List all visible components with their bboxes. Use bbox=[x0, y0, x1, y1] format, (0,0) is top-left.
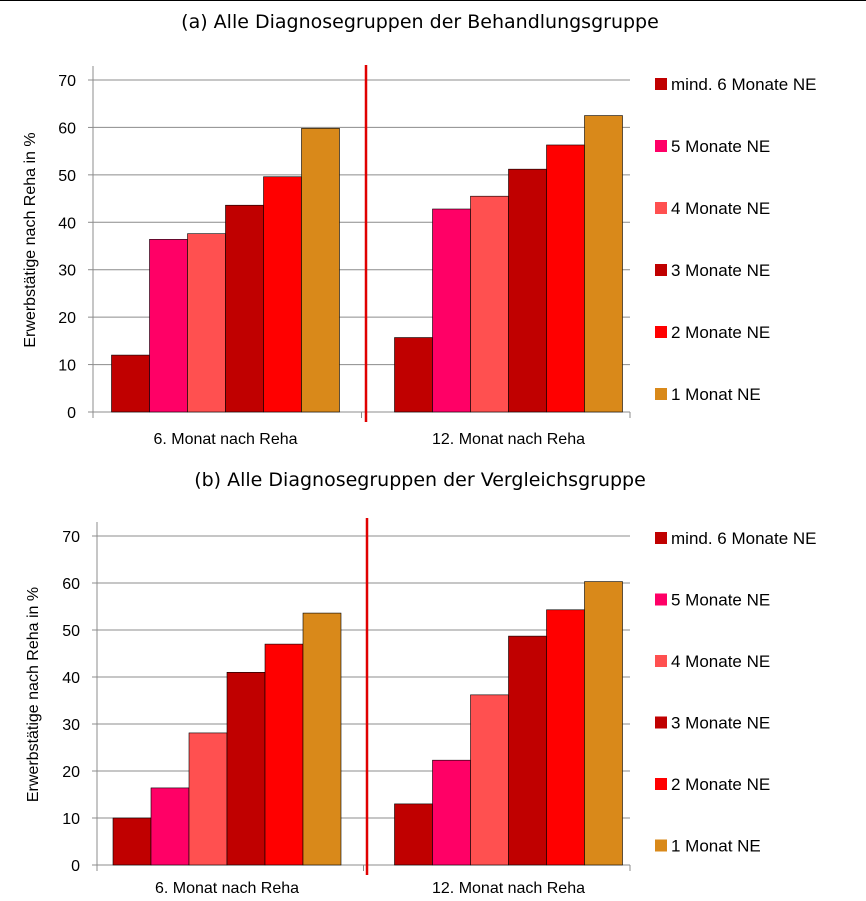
bar bbox=[470, 694, 509, 866]
x-category-label: 12. Monat nach Reha bbox=[432, 431, 585, 448]
chart-title: (a) Alle Diagnosegruppen der Behandlungs… bbox=[181, 11, 659, 33]
bar bbox=[546, 609, 585, 866]
bar bbox=[470, 195, 509, 413]
legend-swatch bbox=[655, 593, 667, 606]
bar bbox=[111, 354, 150, 413]
legend-label: 3 Monate NE bbox=[671, 714, 770, 733]
bar bbox=[263, 176, 302, 413]
bar bbox=[394, 803, 433, 866]
legend-label: 1 Monat NE bbox=[671, 385, 761, 404]
legend-label: mind. 6 Monate NE bbox=[671, 75, 817, 94]
legend-swatch bbox=[655, 326, 667, 338]
y-tick-label: 30 bbox=[62, 717, 80, 734]
x-category-label: 6. Monat nach Reha bbox=[153, 431, 297, 448]
x-category-label: 12. Monat nach Reha bbox=[432, 880, 585, 897]
bar bbox=[225, 204, 264, 413]
bar bbox=[264, 643, 304, 866]
legend: mind. 6 Monate NE 5 Monate NE 4 Monate NE 3… bbox=[655, 75, 817, 404]
y-tick-label: 10 bbox=[62, 811, 80, 828]
y-tick-label: 10 bbox=[58, 358, 76, 375]
legend-label: 5 Monate NE bbox=[671, 137, 770, 156]
chart-b: (b) Alle Diagnosegruppen der Vergleichsg… bbox=[25, 469, 817, 897]
legend-swatch bbox=[655, 778, 667, 790]
bar bbox=[301, 128, 340, 413]
legend-swatch bbox=[655, 655, 667, 667]
bar bbox=[546, 144, 585, 413]
y-tick-label: 70 bbox=[62, 529, 80, 546]
bar bbox=[188, 732, 228, 866]
y-tick-label: 60 bbox=[62, 576, 80, 593]
bar bbox=[432, 759, 471, 866]
chart-a: (a) Alle Diagnosegruppen der Behandlungs… bbox=[22, 11, 817, 448]
legend-swatch bbox=[655, 532, 667, 544]
bar bbox=[149, 239, 188, 413]
legend-swatch bbox=[655, 202, 667, 214]
y-tick-label: 40 bbox=[62, 670, 80, 687]
y-tick-label: 20 bbox=[58, 310, 76, 327]
y-axis-label: Erwerbstätige nach Reha in % bbox=[22, 132, 39, 347]
legend-swatch bbox=[655, 264, 667, 276]
bar bbox=[432, 208, 471, 413]
legend-swatch bbox=[655, 388, 667, 400]
top-rule bbox=[0, 0, 866, 1]
y-tick-label: 70 bbox=[58, 73, 76, 90]
legend-label: 5 Monate NE bbox=[671, 591, 770, 610]
bar bbox=[394, 337, 433, 413]
legend-label: 2 Monate NE bbox=[671, 775, 770, 794]
bar bbox=[226, 671, 266, 866]
bar bbox=[187, 233, 226, 413]
legend: mind. 6 Monate NE 5 Monate NE 4 Monate NE 3… bbox=[655, 529, 817, 856]
bar bbox=[584, 115, 623, 413]
bar bbox=[112, 817, 152, 866]
y-tick-label: 40 bbox=[58, 215, 76, 232]
legend-swatch bbox=[655, 78, 667, 90]
legend-label: 4 Monate NE bbox=[671, 199, 770, 218]
y-tick-label: 60 bbox=[58, 120, 76, 137]
y-tick-label: 50 bbox=[58, 168, 76, 185]
x-category-label: 6. Monat nach Reha bbox=[155, 880, 299, 897]
bar bbox=[150, 787, 190, 866]
y-tick-label: 20 bbox=[62, 764, 80, 781]
y-tick-label: 0 bbox=[71, 858, 80, 875]
y-tick-label: 50 bbox=[62, 623, 80, 640]
bar bbox=[508, 635, 547, 866]
bar bbox=[584, 581, 623, 866]
y-tick-label: 0 bbox=[67, 405, 76, 422]
legend-label: mind. 6 Monate NE bbox=[671, 529, 817, 548]
legend-swatch bbox=[655, 839, 667, 852]
legend-label: 1 Monat NE bbox=[671, 837, 761, 856]
legend-swatch bbox=[655, 716, 667, 729]
y-axis-label: Erwerbstätige nach Reha in % bbox=[25, 587, 42, 802]
chart-title: (b) Alle Diagnosegruppen der Vergleichsg… bbox=[194, 469, 646, 491]
legend-swatch bbox=[655, 140, 667, 152]
bar bbox=[508, 168, 547, 413]
legend-label: 3 Monate NE bbox=[671, 261, 770, 280]
legend-label: 4 Monate NE bbox=[671, 652, 770, 671]
legend-label: 2 Monate NE bbox=[671, 323, 770, 342]
y-tick-label: 30 bbox=[58, 263, 76, 280]
bar bbox=[302, 612, 342, 866]
